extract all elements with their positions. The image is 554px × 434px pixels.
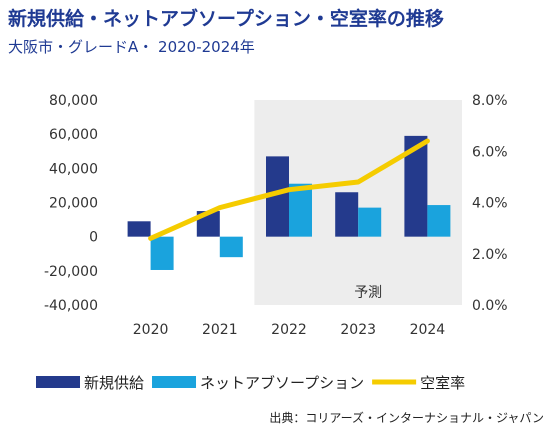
y-right-tick-label: 6.0% bbox=[472, 144, 508, 160]
legend-label: 新規供給 bbox=[84, 374, 144, 392]
bar-absorption bbox=[427, 205, 451, 237]
bar-supply bbox=[335, 192, 359, 237]
y-left-tick-label: 40,000 bbox=[49, 161, 98, 177]
bar-supply bbox=[404, 135, 428, 237]
forecast-label: 予測 bbox=[354, 285, 382, 301]
y-left-tick-label: 80,000 bbox=[49, 93, 98, 109]
vacancy-rate-line bbox=[148, 138, 430, 241]
bar-supply bbox=[127, 221, 151, 237]
x-tick-label: 2023 bbox=[340, 322, 376, 338]
y-right-tick-label: 0.0% bbox=[472, 298, 508, 314]
bar-absorption bbox=[289, 183, 312, 237]
y-right-tick-label: 4.0% bbox=[472, 196, 508, 212]
bar-absorption bbox=[150, 236, 174, 270]
y-right-tick-label: 8.0% bbox=[472, 93, 508, 109]
x-tick-label: 2021 bbox=[202, 322, 238, 338]
bar-supply bbox=[266, 156, 289, 237]
y-left-tick-label: -20,000 bbox=[44, 264, 98, 280]
bar-absorption bbox=[219, 236, 243, 258]
y-right-tick-label: 2.0% bbox=[472, 247, 508, 263]
y-left-tick-label: -40,000 bbox=[44, 298, 98, 314]
chart-title: 新規供給・ネットアブソープション・空室率の推移 bbox=[8, 8, 444, 30]
x-tick-label: 2020 bbox=[133, 322, 169, 338]
legend-label: ネットアブソープション bbox=[200, 374, 364, 392]
bar-absorption bbox=[358, 207, 382, 237]
y-left-tick-label: 60,000 bbox=[49, 127, 98, 143]
y-left-tick-label: 20,000 bbox=[49, 196, 98, 212]
legend-swatch bbox=[36, 376, 80, 388]
legend-label: 空室率 bbox=[420, 374, 465, 392]
chart-subtitle: 大阪市・グレードA・ 2020-2024年 bbox=[8, 38, 255, 56]
y-left-tick-label: 0 bbox=[89, 230, 98, 246]
x-tick-label: 2022 bbox=[271, 322, 307, 338]
x-tick-label: 2024 bbox=[410, 322, 446, 338]
legend-swatch bbox=[152, 376, 197, 388]
source-note: 出典：コリアーズ・インターナショナル・ジャパン bbox=[269, 411, 544, 425]
